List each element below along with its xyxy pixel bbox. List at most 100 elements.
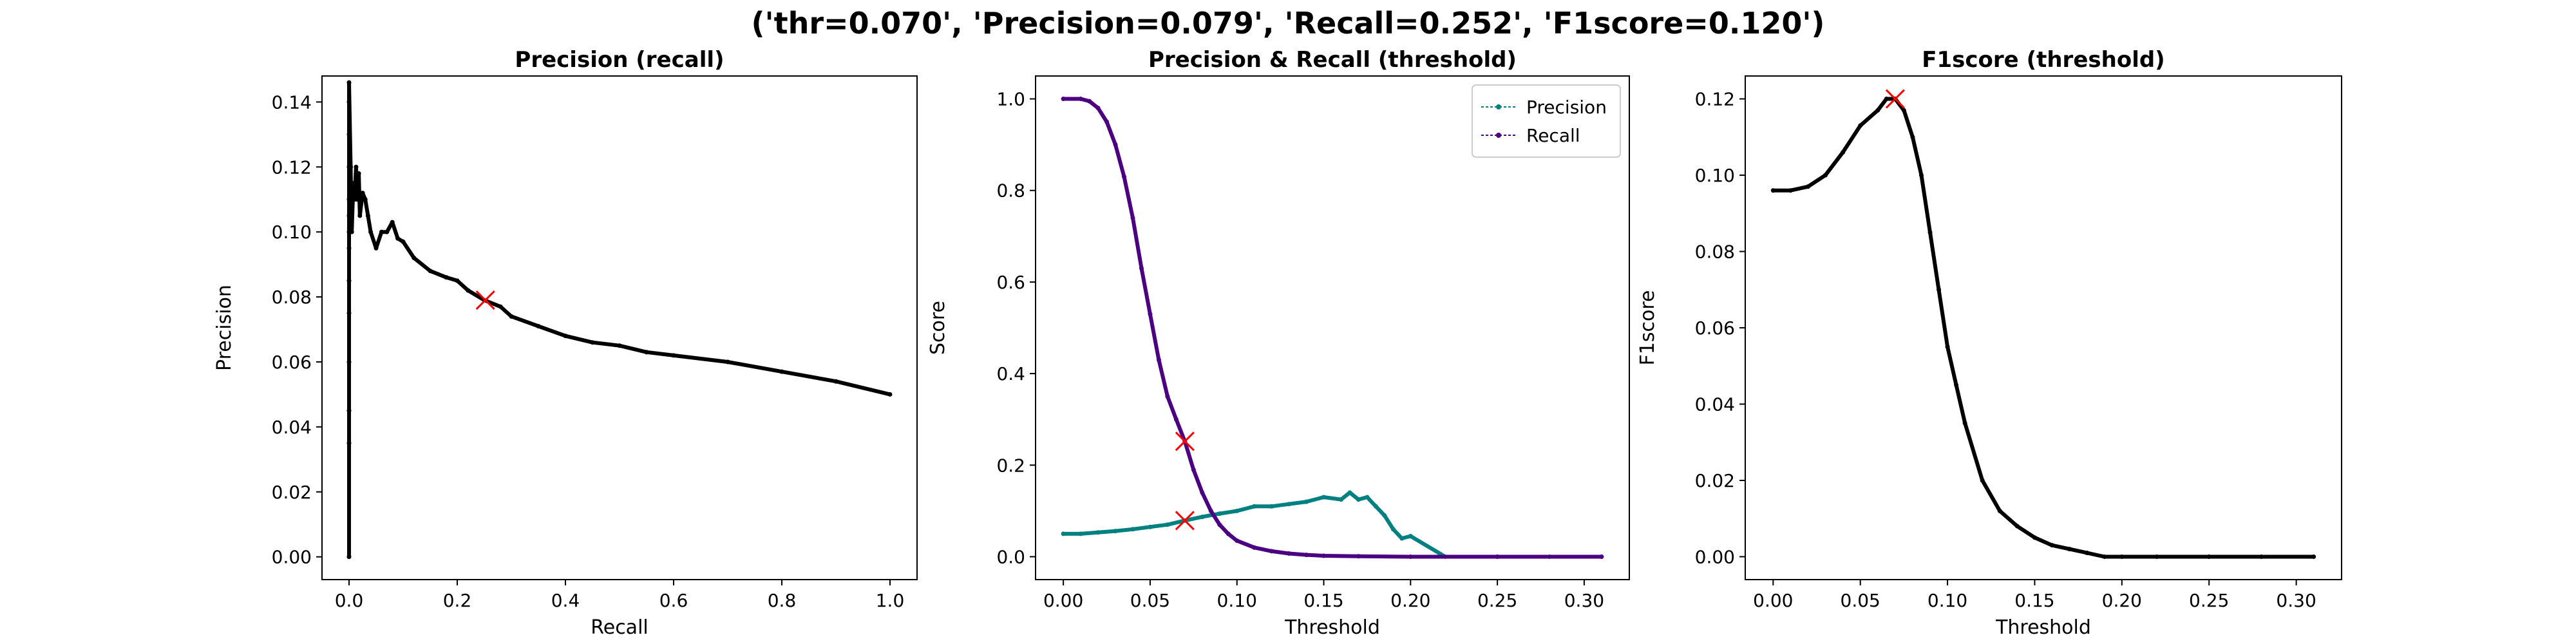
data-point-curve	[779, 369, 784, 374]
data-point-recall	[1121, 174, 1126, 179]
y-tick-label: 0.08	[1695, 242, 1735, 263]
data-point-curve	[356, 171, 361, 176]
data-point-curve	[2102, 554, 2107, 559]
data-point-curve	[346, 132, 352, 137]
x-tick-label: 0.05	[1841, 590, 1880, 611]
x-tick-label: 0.30	[2276, 590, 2316, 611]
data-point-curve	[349, 229, 354, 234]
y-tick-label: 0.08	[272, 287, 312, 308]
data-point-curve	[401, 239, 406, 244]
data-point-curve	[354, 164, 359, 169]
data-point-curve	[346, 359, 352, 365]
data-point-recall	[1104, 119, 1110, 124]
marker-x	[475, 290, 495, 310]
legend-label: Precision	[1526, 97, 1607, 118]
legend-swatch-marker	[1496, 133, 1501, 138]
data-point-curve	[2311, 554, 2316, 559]
y-axis-label: Precision	[213, 285, 236, 371]
data-point-curve	[357, 213, 363, 218]
data-point-recall	[1095, 106, 1101, 111]
data-point-recall	[1061, 97, 1066, 102]
data-point-curve	[590, 340, 595, 345]
x-tick-label: 0.20	[1390, 590, 1430, 611]
data-point-recall	[1304, 553, 1309, 558]
data-point-recall	[1156, 357, 1161, 363]
series-line-recall	[1063, 97, 1602, 559]
data-point-recall	[1165, 394, 1170, 399]
data-point-precision	[1365, 495, 1370, 500]
data-point-recall	[1130, 215, 1135, 220]
data-point-curve	[346, 80, 352, 85]
data-point-precision	[1356, 497, 1361, 502]
data-point-curve	[346, 197, 352, 202]
data-point-precision	[1373, 504, 1378, 509]
data-point-precision	[1287, 502, 1292, 507]
data-point-curve	[2067, 547, 2072, 552]
y-tick-label: 1.0	[996, 89, 1025, 110]
x-tick-label: 0.10	[1217, 590, 1257, 611]
data-point-curve	[346, 310, 352, 316]
data-point-precision	[1200, 515, 1205, 520]
x-tick-label: 0.20	[2102, 590, 2142, 611]
data-point-curve	[833, 379, 838, 384]
data-point-curve	[2085, 551, 2090, 556]
y-tick-label: 0.02	[272, 482, 312, 503]
y-tick-label: 0.8	[996, 180, 1025, 202]
data-point-curve	[368, 229, 374, 234]
y-tick-label: 0.04	[1695, 393, 1735, 415]
data-point-curve	[466, 288, 471, 293]
data-point-recall	[1226, 531, 1231, 536]
legend-box	[1472, 84, 1621, 158]
data-point-curve	[1954, 383, 1959, 388]
data-point-curve	[617, 343, 622, 348]
data-point-curve	[1945, 345, 1950, 350]
y-tick-label: 0.00	[1695, 546, 1735, 567]
data-point-curve	[346, 245, 352, 251]
y-tick-label: 0.0	[996, 546, 1025, 567]
data-point-precision	[1148, 524, 1153, 529]
data-point-curve	[346, 213, 352, 218]
data-point-curve	[1805, 184, 1810, 189]
series-line-curve	[1773, 97, 2314, 559]
y-tick-label: 0.06	[272, 352, 312, 373]
y-tick-label: 0.14	[272, 91, 312, 113]
y-axis-label: F1score	[1636, 290, 1659, 366]
data-point-recall	[1408, 554, 1413, 559]
data-point-recall	[1252, 545, 1257, 550]
data-point-curve	[428, 269, 433, 274]
x-axis-label: Threshold	[1995, 616, 2091, 639]
data-point-recall	[1356, 554, 1361, 559]
x-tick-label: 0.10	[1927, 590, 1967, 611]
data-point-precision	[1061, 531, 1066, 536]
marker-x	[1175, 431, 1195, 451]
data-point-recall	[1321, 553, 1327, 558]
x-tick-label: 0.8	[768, 590, 797, 611]
series-line-precision	[1063, 490, 1602, 559]
axes-frame	[321, 75, 918, 580]
data-point-recall	[1173, 417, 1179, 422]
data-point-curve	[348, 164, 354, 169]
x-axis-label: Threshold	[1284, 616, 1380, 639]
data-point-curve	[1997, 508, 2002, 513]
x-tick-label: 0.15	[2014, 590, 2054, 611]
y-tick-label: 0.10	[1695, 165, 1735, 186]
data-point-curve	[2014, 524, 2020, 529]
data-point-precision	[1217, 511, 1222, 516]
x-tick-label: 0.00	[1753, 590, 1793, 611]
panel-title: Precision & Recall (threshold)	[1148, 47, 1517, 73]
data-point-precision	[1130, 527, 1135, 532]
y-tick-label: 0.00	[272, 547, 312, 568]
data-point-curve	[725, 359, 730, 365]
data-point-curve	[346, 440, 352, 446]
y-tick-label: 0.10	[272, 222, 312, 243]
data-point-curve	[1927, 230, 1933, 235]
y-tick-label: 0.6	[996, 272, 1025, 293]
data-point-precision	[1408, 533, 1413, 538]
data-point-curve	[1841, 149, 1846, 155]
data-point-curve	[346, 554, 352, 560]
data-point-curve	[1910, 135, 1915, 140]
data-point-curve	[509, 314, 514, 319]
x-tick-label: 0.6	[659, 590, 688, 611]
data-point-curve	[395, 236, 401, 241]
data-point-curve	[390, 220, 395, 225]
